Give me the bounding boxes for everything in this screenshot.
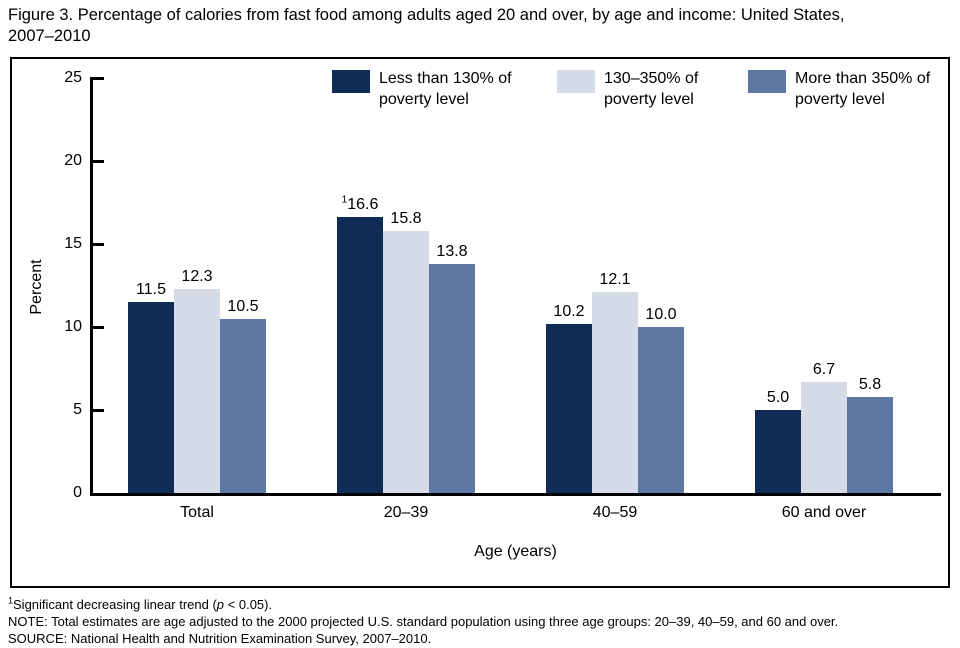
bar-value-label: 116.6 — [341, 195, 379, 214]
bar — [383, 230, 429, 493]
y-axis-tick-label: 25 — [64, 69, 82, 86]
bar-value-label: 5.0 — [766, 389, 790, 406]
significance-marker: 1 — [341, 195, 348, 207]
footnote-note: NOTE: Total estimates are age adjusted t… — [8, 614, 839, 629]
footnotes: 1Significant decreasing linear trend (p … — [8, 596, 954, 647]
y-axis-title: Percent — [28, 259, 45, 315]
legend-label-line2: poverty level — [795, 91, 885, 108]
y-axis-tick — [90, 77, 104, 80]
y-axis-tick-label: 20 — [64, 152, 82, 169]
legend-item: Less than 130% of poverty level — [332, 68, 512, 110]
y-axis-tick-label: 10 — [64, 318, 82, 335]
figure-title: Figure 3. Percentage of calories from fa… — [8, 5, 954, 47]
bar — [847, 396, 893, 493]
y-axis-tick — [90, 243, 104, 246]
legend-label-line1: Less than 130% of — [379, 70, 512, 87]
category-label: Total — [180, 504, 214, 521]
category-label: 60 and over — [781, 504, 867, 521]
legend-swatch — [557, 70, 595, 93]
bar-value-label: 10.0 — [645, 306, 677, 323]
legend-swatch — [332, 70, 370, 93]
legend-label-line2: poverty level — [379, 91, 469, 108]
legend-label: More than 350% of poverty level — [795, 68, 930, 110]
y-axis-tick-label: 15 — [64, 235, 82, 252]
bar-value-label: 12.1 — [599, 271, 631, 289]
bar-value-label: 10.2 — [553, 302, 585, 320]
x-axis-title: Age (years) — [474, 543, 557, 560]
legend-label: Less than 130% of poverty level — [379, 68, 512, 110]
legend-label-line1: 130–350% of — [604, 70, 699, 87]
legend-label-line2: poverty level — [604, 91, 694, 108]
legend-item: More than 350% of poverty level — [748, 68, 930, 110]
bar — [755, 410, 801, 493]
chart-frame: Less than 130% of poverty level 130–350% o… — [10, 57, 950, 588]
y-axis-tick-label: 0 — [73, 484, 82, 501]
y-axis-tick-label: 5 — [73, 401, 82, 418]
legend-label: 130–350% of poverty level — [604, 68, 698, 110]
bar-value-label: 15.8 — [390, 209, 422, 227]
bar — [592, 292, 638, 493]
figure-title-line2: 2007–2010 — [8, 27, 91, 45]
bar-value-label: 5.8 — [858, 375, 882, 393]
bar-value-label: 6.7 — [812, 360, 836, 378]
bar-value-label: 10.5 — [227, 297, 259, 315]
bar — [546, 323, 592, 493]
bar — [220, 318, 266, 493]
bar-value-label: 12.3 — [181, 267, 213, 285]
category-label: 20–39 — [383, 504, 429, 521]
legend-swatch — [748, 70, 786, 93]
y-axis-tick — [90, 160, 104, 163]
figure-title-line1: Figure 3. Percentage of calories from fa… — [8, 6, 845, 24]
bar — [174, 288, 220, 493]
bar — [801, 381, 847, 493]
chart-legend: Less than 130% of poverty level 130–350% o… — [12, 59, 948, 119]
bar-value-label: 11.5 — [136, 281, 166, 299]
legend-label-line1: More than 350% of — [795, 70, 931, 87]
footnote-significance: 1Significant decreasing linear trend (p … — [8, 595, 273, 612]
bar-value-label: 13.8 — [436, 242, 468, 260]
bar — [128, 302, 174, 493]
bar — [638, 327, 684, 493]
y-axis-tick — [90, 409, 104, 412]
bar — [429, 263, 475, 493]
footnote-superscript: 1 — [8, 595, 14, 606]
footnote-source: SOURCE: National Health and Nutrition Ex… — [8, 631, 432, 646]
category-label: 40–59 — [592, 504, 638, 521]
bar — [337, 217, 383, 493]
y-axis-line — [90, 78, 93, 496]
y-axis-tick — [90, 326, 104, 329]
x-axis-line — [90, 493, 941, 496]
legend-item: 130–350% of poverty level — [557, 68, 698, 110]
